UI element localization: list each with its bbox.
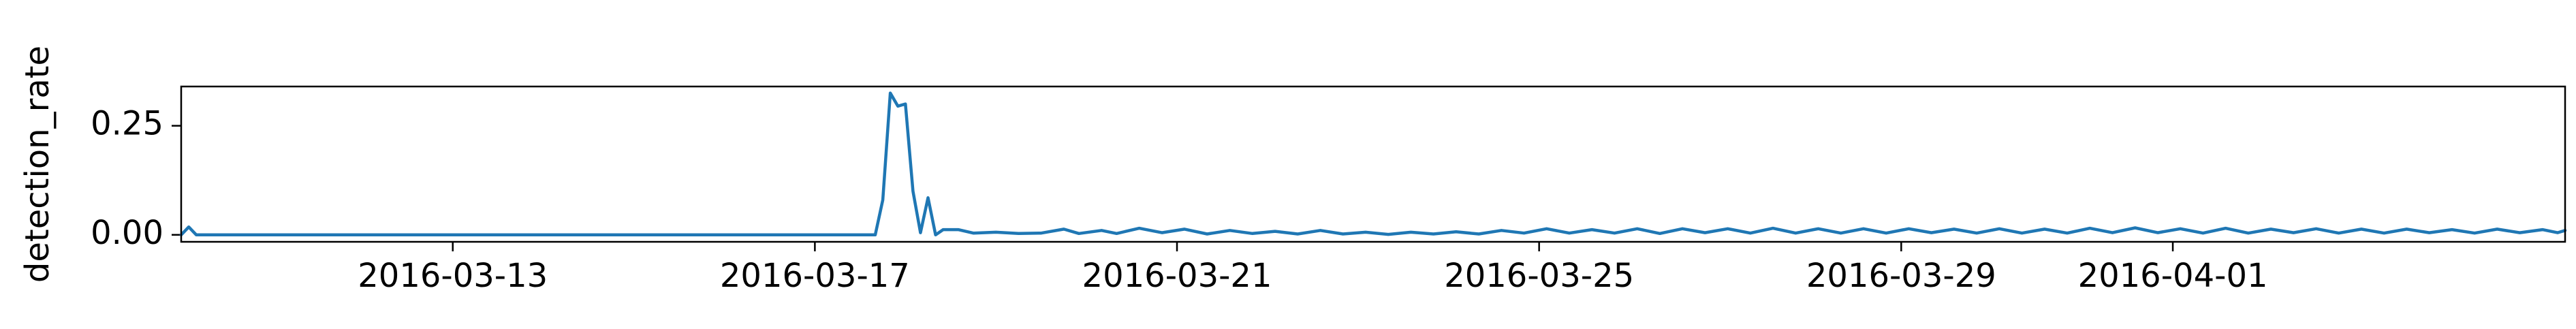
y-axis-label: detection_rate: [18, 46, 57, 283]
plot-frame: [180, 85, 2566, 243]
x-tick-label: 2016-03-13: [358, 257, 548, 295]
y-tick-label: 0.25: [91, 105, 163, 143]
series-layer: [179, 91, 2567, 237]
x-tick-label: 2016-03-25: [1444, 257, 1634, 295]
series-line-detection-rate: [179, 91, 2567, 237]
y-axis-ticks: 0.00 0.25: [91, 105, 181, 252]
y-tick-label: 0.00: [91, 214, 163, 252]
x-tick-label: 2016-03-17: [720, 257, 910, 295]
x-axis-ticks: 2016-03-13 2016-03-17 2016-03-21 2016-03-25…: [358, 242, 2268, 295]
x-tick-label: 2016-03-29: [1806, 257, 1996, 295]
x-tick-label: 2016-03-21: [1082, 257, 1272, 295]
x-tick-label: 2016-04-01: [2078, 257, 2268, 295]
